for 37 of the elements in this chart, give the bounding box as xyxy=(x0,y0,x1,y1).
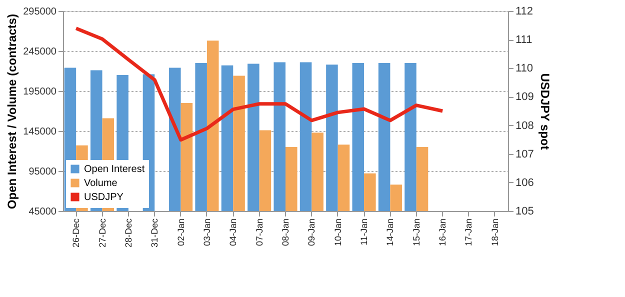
y-axis-title: Open Interest / Volume (contracts) xyxy=(5,14,20,210)
line-series xyxy=(74,26,444,142)
x-tick-label: 28-Dec xyxy=(123,218,134,248)
x-tick-label: 27-Dec xyxy=(97,218,108,248)
x-tick-label: 26-Dec xyxy=(71,218,82,248)
x-tick-label: 09-Jan xyxy=(306,218,317,246)
x-tick-label: 10-Jan xyxy=(332,218,343,246)
x-tick-label: 15-Jan xyxy=(411,218,422,246)
x-tick-label: 02-Jan xyxy=(176,218,186,246)
y-tick-label: 145000 xyxy=(23,126,57,138)
x-tick-label: 04-Jan xyxy=(228,218,238,246)
y2-tick-label: 110 xyxy=(516,62,534,75)
x-tick-label: 18-Jan xyxy=(490,218,500,246)
y-tick-label: 295000 xyxy=(23,6,57,18)
y-tick-label: 195000 xyxy=(23,86,57,98)
y-tick-label: 245000 xyxy=(23,46,57,58)
y2-axis-title: USDJPY spot xyxy=(538,73,552,150)
x-tick-label: 07-Jan xyxy=(254,218,264,246)
x-tick-label: 14-Jan xyxy=(385,218,396,246)
x-tick-label: 11-Jan xyxy=(359,218,370,246)
y2-tick-label: 107 xyxy=(516,148,534,160)
x-tick-label: 17-Jan xyxy=(464,218,474,246)
x-tick-label: 03-Jan xyxy=(202,218,212,246)
y2-tick-label: 111 xyxy=(516,34,532,46)
y2-tick-label: 109 xyxy=(516,91,534,104)
y-tick-label: 45000 xyxy=(28,206,57,218)
y2-tick-label: 106 xyxy=(516,176,534,189)
y2-tick-label: 105 xyxy=(516,206,534,218)
legend-label: Open Interest xyxy=(84,164,145,175)
y2-tick-label: 112 xyxy=(516,6,534,18)
y2-tick-label: 108 xyxy=(516,120,534,132)
legend-label: Volume xyxy=(84,178,118,189)
x-tick-label: 31-Dec xyxy=(150,218,160,248)
x-tick-label: 08-Jan xyxy=(280,218,290,246)
y-tick-label: 95000 xyxy=(28,166,57,178)
legend-label: USDJPY xyxy=(84,192,124,203)
x-tick-label: 16-Jan xyxy=(438,218,448,246)
